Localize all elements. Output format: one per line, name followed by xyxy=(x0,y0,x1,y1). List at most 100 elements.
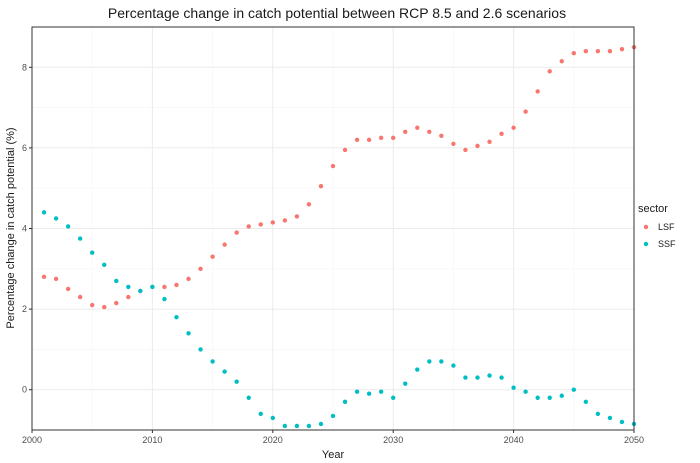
point-ssf xyxy=(210,359,215,364)
point-lsf xyxy=(415,125,420,130)
point-lsf xyxy=(282,218,288,223)
point-lsf xyxy=(403,129,408,134)
point-lsf xyxy=(342,147,348,153)
point-ssf xyxy=(391,395,396,400)
point-ssf xyxy=(53,216,59,221)
point-ssf xyxy=(150,284,155,290)
point-ssf xyxy=(282,423,288,429)
point-ssf xyxy=(366,391,372,396)
point-ssf xyxy=(499,375,504,380)
point-lsf xyxy=(366,137,372,143)
point-lsf xyxy=(391,135,396,141)
point-ssf xyxy=(342,399,348,404)
legend-key-point xyxy=(643,241,649,247)
point-lsf xyxy=(198,266,203,271)
point-lsf xyxy=(65,286,71,292)
point-ssf xyxy=(403,381,408,386)
legend-label-ssf: SSF xyxy=(658,239,676,249)
point-ssf xyxy=(559,393,564,398)
point-lsf xyxy=(294,214,300,219)
point-lsf xyxy=(427,129,432,134)
point-ssf xyxy=(535,395,540,400)
point-lsf xyxy=(451,141,456,147)
point-ssf xyxy=(583,399,589,404)
y-tick-label: 0 xyxy=(22,385,27,395)
x-axis-title: Year xyxy=(322,449,345,461)
y-tick-label: 2 xyxy=(22,304,27,314)
point-ssf xyxy=(306,423,312,429)
point-ssf xyxy=(318,421,324,427)
point-ssf xyxy=(487,373,492,378)
point-ssf xyxy=(222,369,227,374)
point-lsf xyxy=(222,242,227,247)
point-lsf xyxy=(53,276,59,282)
point-ssf xyxy=(138,288,143,294)
point-ssf xyxy=(475,375,480,380)
point-lsf xyxy=(330,163,336,169)
point-ssf xyxy=(463,375,468,380)
point-ssf xyxy=(415,367,420,372)
point-ssf xyxy=(595,411,601,417)
x-tick-label: 2010 xyxy=(142,435,162,445)
point-ssf xyxy=(607,415,613,421)
point-lsf xyxy=(90,302,95,308)
y-tick-label: 8 xyxy=(22,62,27,72)
x-axis: 2000 2010 2020 2030 2040 2050 xyxy=(22,430,644,445)
point-ssf xyxy=(114,278,119,284)
point-lsf xyxy=(234,230,239,235)
point-lsf xyxy=(571,50,576,56)
point-lsf xyxy=(547,69,552,74)
point-ssf xyxy=(234,379,239,384)
grid xyxy=(31,27,635,431)
legend: sector LSF SSF xyxy=(638,203,676,252)
point-lsf xyxy=(270,220,275,225)
point-ssf xyxy=(451,363,456,368)
legend-key-point xyxy=(643,224,649,230)
legend-label-lsf: LSF xyxy=(658,222,675,232)
x-tick-label: 2020 xyxy=(263,435,283,445)
point-lsf xyxy=(77,294,83,300)
point-lsf xyxy=(246,224,251,229)
point-ssf xyxy=(294,423,300,429)
point-lsf xyxy=(126,294,131,300)
point-ssf xyxy=(547,395,552,400)
point-lsf xyxy=(463,147,468,153)
chart-title: Percentage change in catch potential bet… xyxy=(108,5,566,21)
point-lsf xyxy=(559,59,564,64)
point-ssf xyxy=(330,413,336,419)
point-lsf xyxy=(583,48,589,54)
y-tick-label: 6 xyxy=(22,143,27,153)
point-lsf xyxy=(102,304,107,310)
point-ssf xyxy=(65,224,71,229)
point-lsf xyxy=(619,46,625,52)
point-ssf xyxy=(186,331,191,336)
x-tick-label: 2050 xyxy=(624,435,644,445)
point-lsf xyxy=(258,222,263,227)
point-lsf xyxy=(186,276,191,282)
point-lsf xyxy=(114,300,119,306)
legend-title: sector xyxy=(638,203,668,215)
point-ssf xyxy=(246,395,251,400)
point-lsf xyxy=(439,133,444,139)
point-ssf xyxy=(511,385,516,390)
point-lsf xyxy=(523,109,528,114)
point-lsf xyxy=(318,183,324,189)
point-ssf xyxy=(571,387,576,392)
y-axis: 0 2 4 6 8 xyxy=(22,62,32,395)
x-tick-label: 2030 xyxy=(383,435,403,445)
point-ssf xyxy=(378,389,384,394)
point-ssf xyxy=(102,262,107,267)
point-lsf xyxy=(210,254,215,259)
point-lsf xyxy=(162,284,167,290)
point-lsf xyxy=(511,125,516,130)
point-lsf xyxy=(378,135,384,141)
point-ssf xyxy=(77,236,83,241)
point-lsf xyxy=(174,282,179,288)
y-tick-label: 4 xyxy=(22,224,27,234)
point-ssf xyxy=(258,411,263,417)
point-ssf xyxy=(174,314,179,320)
point-lsf xyxy=(41,274,47,280)
point-ssf xyxy=(427,359,432,364)
x-tick-label: 2000 xyxy=(22,435,42,445)
